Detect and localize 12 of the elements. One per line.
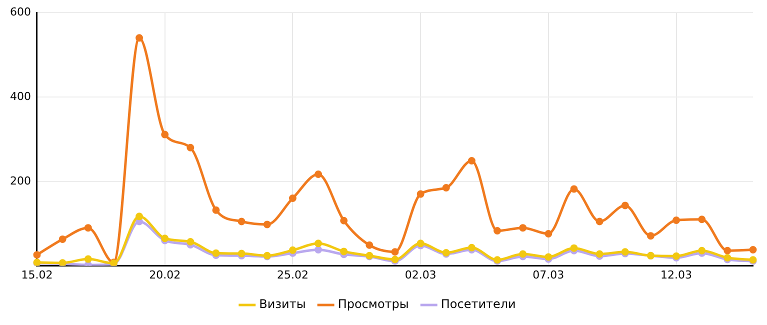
x-tick-label: 12.03	[660, 268, 692, 282]
legend-label: Визиты	[259, 297, 306, 312]
x-tick-label: 07.03	[532, 268, 564, 282]
y-tick-label: 400	[10, 90, 31, 103]
y-tick-label: 600	[10, 5, 31, 18]
x-tick-label: 02.03	[404, 268, 436, 282]
x-tick-label: 20.02	[149, 268, 181, 282]
legend-label: Просмотры	[338, 297, 409, 312]
x-tick-label: 15.02	[21, 268, 53, 282]
y-tick-label: 200	[10, 174, 31, 188]
legend-label: Посетители	[440, 297, 516, 312]
x-tick-label: 25.02	[276, 268, 308, 282]
